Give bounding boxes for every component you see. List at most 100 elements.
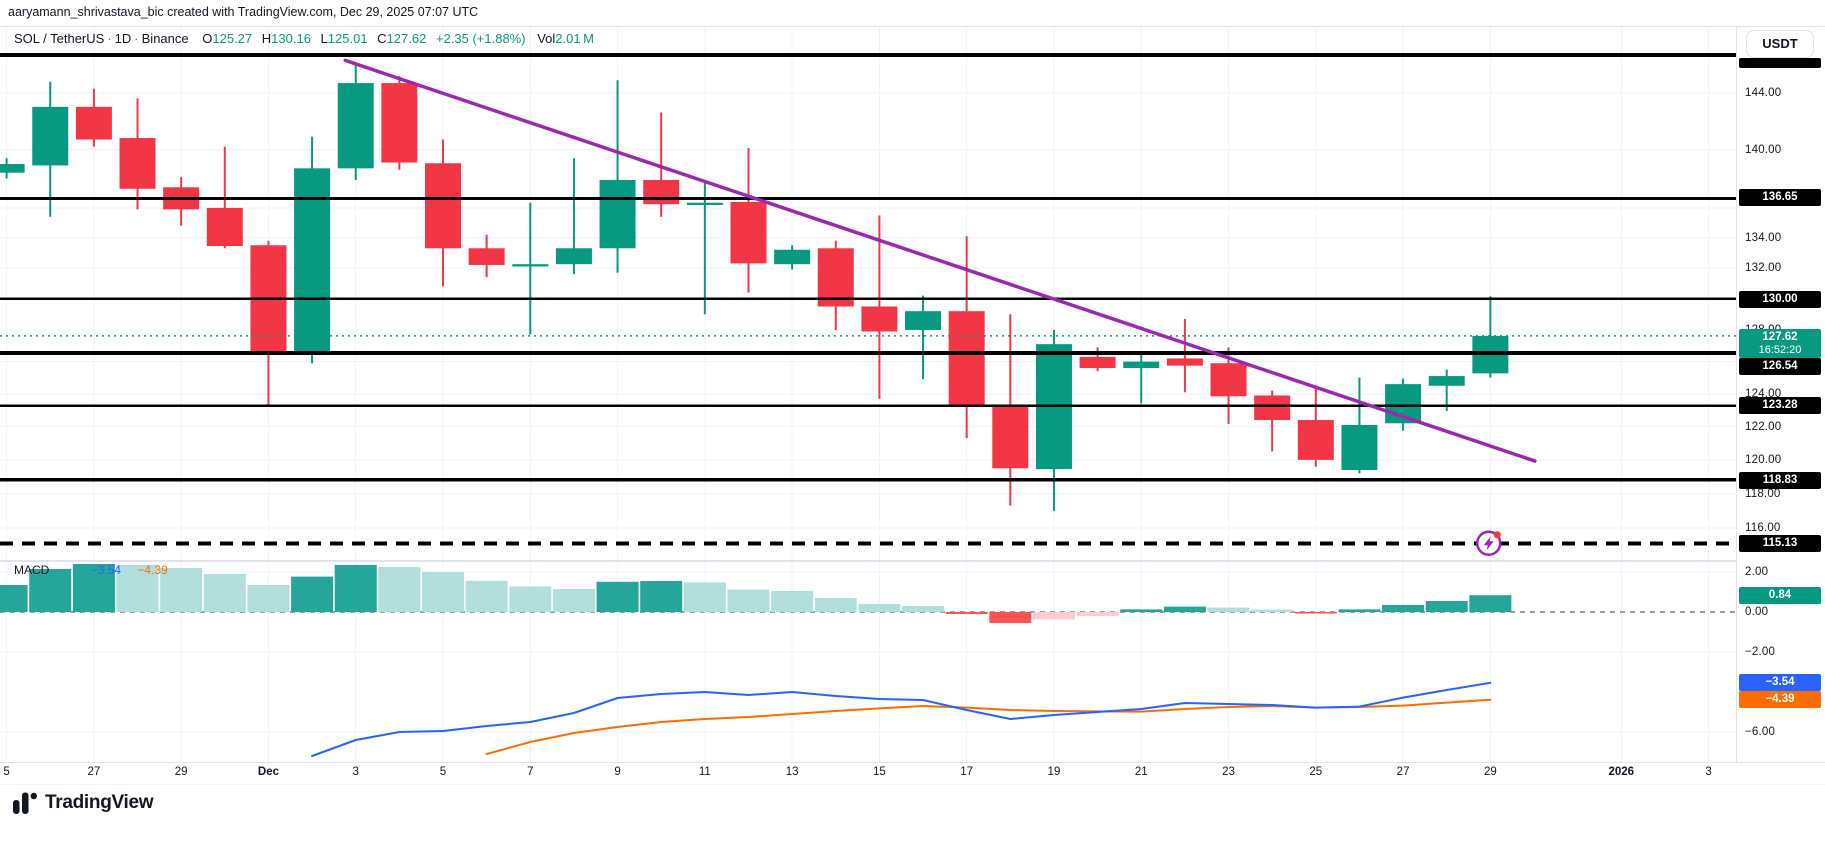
macd-tick-label: 0.00 [1745,606,1769,618]
candle-body [643,179,680,205]
macd-tick-label: −2.00 [1745,646,1776,658]
candle-body [730,201,767,264]
macd-histogram-bar [378,567,421,612]
macd-histogram-bar [1207,607,1250,612]
time-tick-label: 19 [1047,766,1061,778]
macd-tick-label: −6.00 [1745,726,1776,738]
volume-value: 2.01 M [555,31,595,46]
macd-histogram-bar [727,589,770,612]
ohlc-close-value: 127.62 [386,31,427,46]
macd-histogram-bar [0,585,28,612]
candle-countdown: 16:52:20 [1758,344,1802,356]
candle [1341,377,1378,474]
candle-body [1210,363,1247,397]
symbol-title[interactable]: SOL / TetherUS [14,31,105,46]
change-value: +2.35 (+1.88%) [435,31,526,46]
macd-indicator-header[interactable]: MACD −3.54 −4.39 [14,563,168,577]
alert-dot [1493,531,1501,539]
time-tick-label: 23 [1222,766,1235,778]
candle [686,181,723,315]
time-tick-label: 13 [785,766,799,778]
candle-body [948,311,985,406]
exchange-label[interactable]: Binance [141,31,189,46]
macd-histogram-bar [465,580,508,612]
candle [1166,318,1203,393]
currency-toggle-button[interactable]: USDT [1746,30,1814,58]
candle-body [555,248,592,265]
macd-histogram-bar [334,565,377,612]
candle [1035,329,1072,511]
candle-body [468,248,505,265]
interval-label[interactable]: 1D [114,31,132,46]
macd-histogram-bar [596,581,639,612]
candle [1210,347,1247,425]
candle [337,63,374,180]
volume-label: Vol [537,31,556,46]
candle [512,202,549,335]
candle [817,240,854,330]
price-badge: 123.28 [1739,397,1821,414]
macd-title[interactable]: MACD [14,563,50,577]
candle [468,234,505,278]
candle-body [817,248,854,307]
tradingview-logo-text: TradingView [45,792,154,813]
ohlc-high-value: 130.16 [271,31,311,46]
ohlc-low-value: 125.01 [327,31,368,46]
horizontal-levels[interactable] [0,52,1736,546]
time-tick-label: 17 [960,766,974,778]
macd-histogram-bar [291,576,334,612]
macd-line-value: −3.54 [90,563,122,577]
candle [32,81,69,217]
macd-histogram-bar [945,612,988,614]
price-tick-label: 118.00 [1745,487,1781,500]
alert-marker[interactable] [1475,530,1502,557]
price-badge: 130.00 [1739,291,1821,308]
candle-body [119,138,156,189]
macd-histogram-bar [1425,601,1468,612]
ohlc-open-label: O [202,31,213,46]
candle [119,98,156,210]
macd-histogram-bar [72,564,115,612]
macd-histogram-bar [1251,609,1294,612]
macd-histogram [0,564,1512,623]
descending-trendline[interactable] [343,58,1537,463]
macd-histogram-bar [640,581,683,612]
candle [381,76,418,170]
macd-histogram-bar [1294,612,1337,614]
macd-histogram-bar [858,604,901,612]
candles-layer [0,63,1509,511]
time-axis[interactable]: 5 27 29 Dec 3 5 7 9 11 13 15 17 19 21 23 25 27 29 2026 3 [0,763,1825,784]
macd-histogram-bar [1120,609,1163,612]
macd-histogram-bar [509,586,552,612]
candle [774,245,811,270]
current-price-value: 127.62 [1762,331,1798,343]
candle-body [0,163,25,173]
price-axis[interactable]: 127.62 16:52:20 144.00 140.00 134.00 132.00… [1737,27,1825,762]
candle [948,236,985,439]
macd-histogram-bar [422,572,464,612]
candle-body [774,249,811,265]
attribution-divider [0,26,1825,27]
price-tick-label: 144.00 [1745,86,1782,99]
time-tick-label: 3 [352,766,359,778]
chart-bottom-divider [0,784,1825,785]
candle-body [861,306,898,332]
tradingview-logo[interactable]: TradingView [12,790,154,816]
candle-body [992,406,1029,469]
candle-body [599,179,636,249]
price-tick-label: 120.00 [1745,453,1782,466]
macd-histogram-bar [989,612,1032,623]
price-tick-label: 124.00 [1745,387,1782,400]
candle-body [905,311,942,330]
macd-histogram-bar [1076,612,1119,616]
symbol-header[interactable]: SOL / TetherUS · 1D · Binance O125.27 H130.1… [14,31,595,46]
candle-body [1254,395,1291,420]
macd-histogram-bar [1382,605,1425,612]
price-tick-label: 116.00 [1745,522,1781,535]
price-tick-label: 140.00 [1745,143,1782,156]
time-tick-label: 21 [1134,766,1148,778]
price-badge [1739,58,1821,68]
candle [1254,390,1291,452]
candle [250,240,287,407]
